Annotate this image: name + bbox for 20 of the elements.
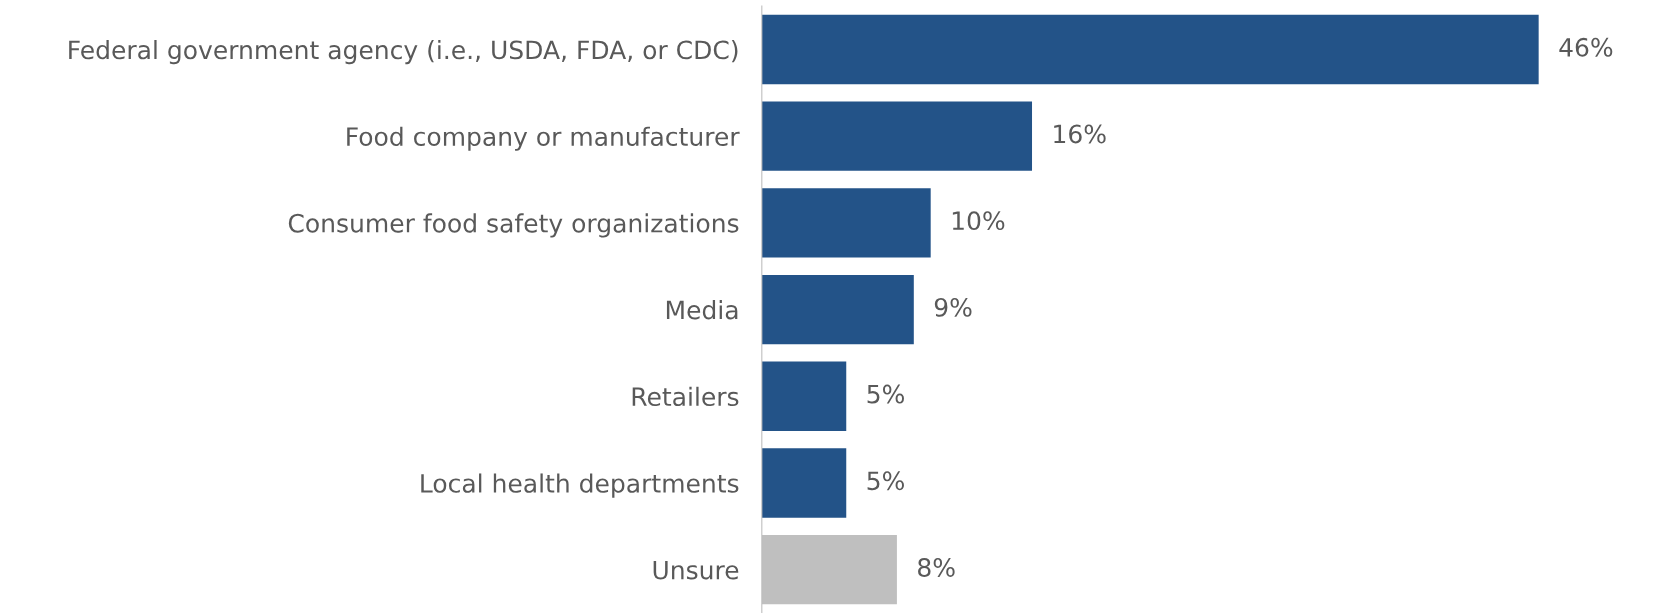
bar [761,274,914,345]
y-tick-label: Federal government agency (i.e., USDA, FDA, or CDC) [69,39,738,65]
data-label: 10% [952,211,1005,231]
data-label: 46% [1559,37,1613,57]
y-tick-label: Media [666,300,738,320]
data-label: 16% [1054,124,1106,144]
y-tick-label: Retailers [632,386,739,407]
data-label: 8% [918,558,955,577]
data-label: 5% [867,471,904,491]
y-tick-label: Local health departments [421,473,739,498]
y-tick-label: Food company or manufacturer [347,126,740,151]
bar [761,448,847,518]
bar [761,14,1539,85]
bar [761,101,1033,171]
bar [761,188,931,258]
data-label: 9% [934,297,972,317]
y-tick-label: Consumer food safety organizations [288,213,739,238]
bar [761,361,847,431]
y-tick-label: Unsure [653,560,739,580]
data-label: 5% [867,384,904,404]
